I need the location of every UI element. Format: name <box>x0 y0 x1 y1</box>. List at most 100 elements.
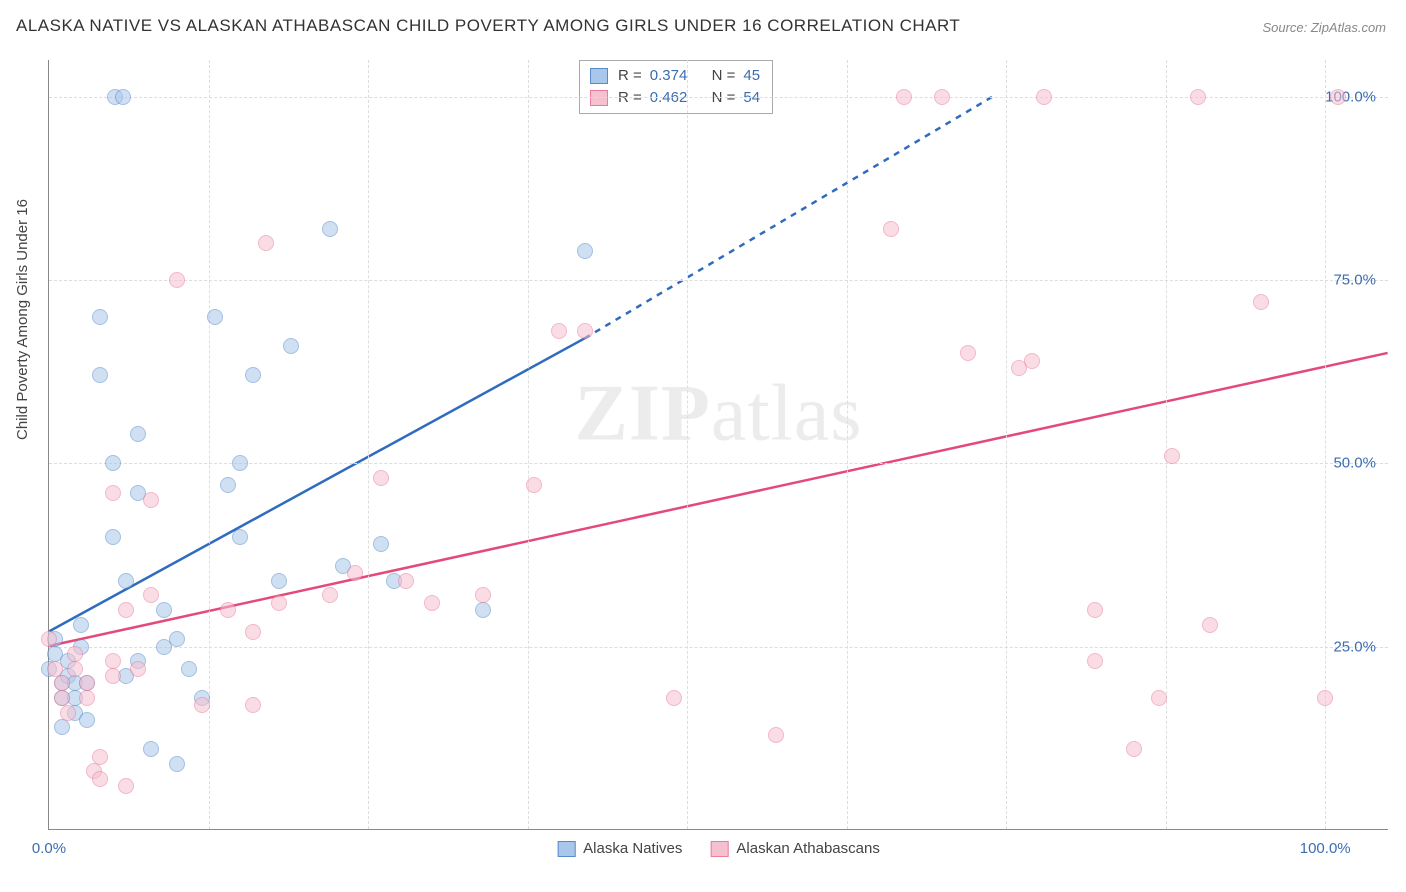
y-tick-label: 75.0% <box>1333 272 1376 289</box>
scatter-point <box>960 345 976 361</box>
r-val-1: 0.462 <box>650 87 688 109</box>
scatter-point <box>79 712 95 728</box>
scatter-point <box>118 573 134 589</box>
gridline-v <box>687 60 688 829</box>
scatter-point <box>105 485 121 501</box>
legend-swatch-1 <box>710 841 728 857</box>
gridline-h <box>49 647 1388 648</box>
scatter-point <box>92 749 108 765</box>
scatter-point <box>245 367 261 383</box>
scatter-point <box>475 602 491 618</box>
scatter-point <box>577 323 593 339</box>
scatter-point <box>1317 690 1333 706</box>
gridline-v <box>1006 60 1007 829</box>
scatter-point <box>322 221 338 237</box>
legend-item-1: Alaskan Athabascans <box>710 840 879 857</box>
scatter-point <box>245 624 261 640</box>
scatter-point <box>54 690 70 706</box>
legend-swatch-0 <box>557 841 575 857</box>
scatter-point <box>130 426 146 442</box>
scatter-point <box>1036 89 1052 105</box>
scatter-point <box>245 697 261 713</box>
legend-label-0: Alaska Natives <box>583 840 682 857</box>
scatter-point <box>143 587 159 603</box>
scatter-point <box>181 661 197 677</box>
scatter-point <box>1202 617 1218 633</box>
n-val-1: 54 <box>743 87 760 109</box>
gridline-v <box>528 60 529 829</box>
gridline-h <box>49 97 1388 98</box>
scatter-point <box>207 309 223 325</box>
source-label: Source: ZipAtlas.com <box>1262 20 1386 35</box>
scatter-point <box>79 690 95 706</box>
scatter-point <box>194 697 210 713</box>
scatter-point <box>666 690 682 706</box>
scatter-point <box>92 309 108 325</box>
scatter-point <box>47 661 63 677</box>
stats-row-0: R = 0.374 N = 45 <box>590 65 760 87</box>
scatter-point <box>105 668 121 684</box>
scatter-point <box>347 565 363 581</box>
r-val-0: 0.374 <box>650 65 688 87</box>
swatch-0 <box>590 68 608 84</box>
scatter-point <box>41 631 57 647</box>
scatter-point <box>373 470 389 486</box>
r-label: R = <box>618 65 642 87</box>
scatter-point <box>54 719 70 735</box>
gridline-h <box>49 463 1388 464</box>
scatter-point <box>271 595 287 611</box>
scatter-point <box>169 631 185 647</box>
scatter-point <box>283 338 299 354</box>
legend-label-1: Alaskan Athabascans <box>736 840 879 857</box>
n-label: N = <box>712 87 736 109</box>
scatter-point <box>156 602 172 618</box>
swatch-1 <box>590 90 608 106</box>
bottom-legend: Alaska Natives Alaskan Athabascans <box>557 840 880 857</box>
scatter-point <box>67 646 83 662</box>
y-axis-label: Child Poverty Among Girls Under 16 <box>14 199 31 440</box>
scatter-point <box>1087 602 1103 618</box>
legend-item-0: Alaska Natives <box>557 840 682 857</box>
scatter-point <box>322 587 338 603</box>
gridline-h <box>49 280 1388 281</box>
scatter-point <box>934 89 950 105</box>
scatter-point <box>130 661 146 677</box>
scatter-point <box>54 675 70 691</box>
scatter-point <box>92 771 108 787</box>
scatter-point <box>1330 89 1346 105</box>
scatter-point <box>1164 448 1180 464</box>
scatter-point <box>1190 89 1206 105</box>
scatter-point <box>220 602 236 618</box>
scatter-point <box>105 653 121 669</box>
scatter-point <box>896 89 912 105</box>
scatter-point <box>79 675 95 691</box>
scatter-point <box>577 243 593 259</box>
chart-area: ZIPatlas R = 0.374 N = 45 R = 0.462 N = … <box>48 60 1388 830</box>
scatter-point <box>1126 741 1142 757</box>
scatter-point <box>60 705 76 721</box>
scatter-point <box>883 221 899 237</box>
scatter-point <box>169 272 185 288</box>
scatter-point <box>105 455 121 471</box>
chart-title: ALASKA NATIVE VS ALASKAN ATHABASCAN CHIL… <box>16 16 960 36</box>
scatter-point <box>92 367 108 383</box>
n-val-0: 45 <box>743 65 760 87</box>
scatter-point <box>115 89 131 105</box>
watermark: ZIPatlas <box>575 368 863 459</box>
scatter-point <box>105 529 121 545</box>
scatter-point <box>232 529 248 545</box>
scatter-point <box>143 492 159 508</box>
scatter-point <box>424 595 440 611</box>
scatter-point <box>143 741 159 757</box>
scatter-point <box>67 661 83 677</box>
scatter-point <box>271 573 287 589</box>
stats-row-1: R = 0.462 N = 54 <box>590 87 760 109</box>
scatter-point <box>398 573 414 589</box>
gridline-v <box>209 60 210 829</box>
scatter-point <box>1253 294 1269 310</box>
gridline-v <box>368 60 369 829</box>
scatter-point <box>232 455 248 471</box>
scatter-point <box>551 323 567 339</box>
scatter-point <box>373 536 389 552</box>
scatter-point <box>475 587 491 603</box>
